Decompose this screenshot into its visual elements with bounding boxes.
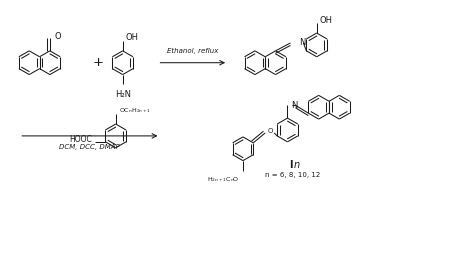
Text: I: I xyxy=(289,160,292,170)
Text: O: O xyxy=(55,33,62,41)
Text: Ethanol, reflux: Ethanol, reflux xyxy=(167,48,219,54)
Text: +: + xyxy=(92,56,103,69)
Text: OC$_n$H$_{2n+1}$: OC$_n$H$_{2n+1}$ xyxy=(118,106,151,115)
Text: DCM, DCC, DMAP: DCM, DCC, DMAP xyxy=(60,144,120,150)
Text: H₂N: H₂N xyxy=(115,90,131,99)
Text: H$_{2n+1}$C$_n$O: H$_{2n+1}$C$_n$O xyxy=(208,176,240,184)
Text: N: N xyxy=(300,38,306,47)
Text: n = 6, 8, 10, 12: n = 6, 8, 10, 12 xyxy=(265,172,320,179)
Text: N: N xyxy=(292,101,298,110)
Text: HOOC: HOOC xyxy=(70,135,92,144)
Text: OH: OH xyxy=(126,34,139,42)
Text: O: O xyxy=(267,128,273,134)
Text: OH: OH xyxy=(319,16,333,25)
Text: n: n xyxy=(293,160,300,170)
